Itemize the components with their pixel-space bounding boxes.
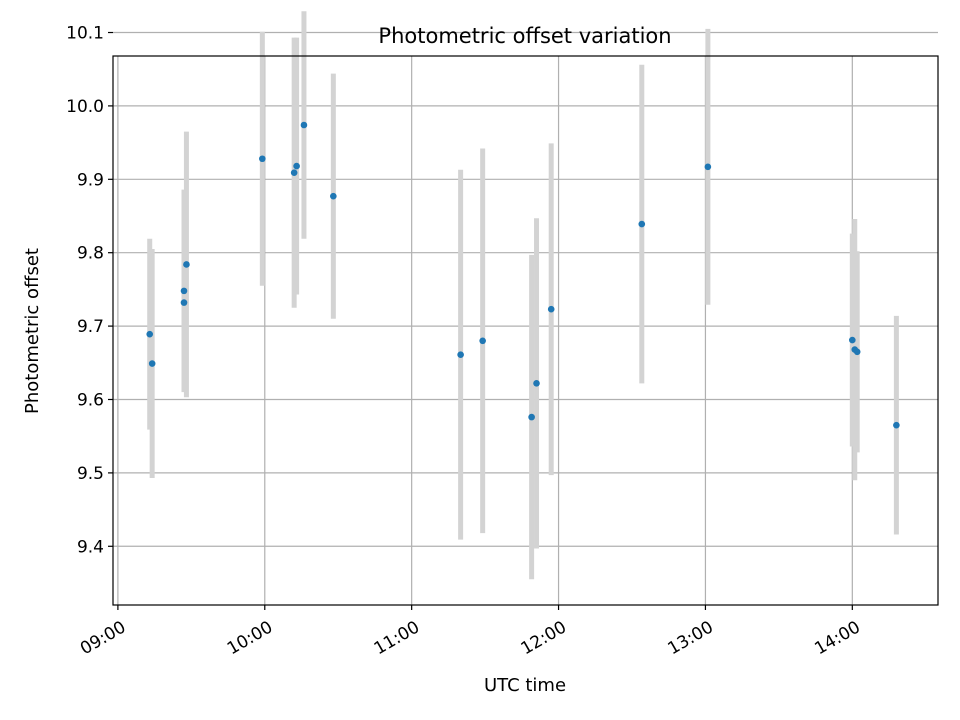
data-point [259,155,266,163]
y-tick-label: 9.8 [77,244,104,264]
y-tick-label: 9.9 [77,170,104,190]
y-tick-label: 9.6 [77,390,104,410]
data-point [528,413,535,421]
data-point [849,336,856,344]
data-point [853,348,861,356]
data-point [293,162,300,170]
data-point [893,421,900,429]
data-point [533,380,540,387]
data-point [479,337,486,345]
y-axis-label: Photometric offset [22,248,43,414]
data-point [457,351,464,359]
data-point [180,299,188,306]
data-point [300,121,308,129]
plot-frame [112,55,939,606]
y-tick-label: 10.0 [66,97,104,117]
data-point [547,305,555,313]
markers [146,121,900,429]
data-point [148,360,156,367]
y-tick-label: 10.1 [66,24,104,44]
y-tick-label: 9.4 [77,537,104,557]
data-point [146,330,154,338]
data-point [180,287,188,295]
data-point [704,163,712,171]
data-point [638,220,646,228]
y-tick-label: 9.7 [77,317,104,337]
chart-title: Photometric offset variation [378,24,671,48]
data-point [330,192,337,200]
y-tick-label: 9.5 [77,464,104,484]
y-axis: 9.4 9.5 9.6 9.7 9.8 9.9 10.0 10.1 [66,24,113,557]
data-point [290,169,298,176]
x-axis-label: UTC time [484,675,566,696]
data-point [183,261,190,268]
